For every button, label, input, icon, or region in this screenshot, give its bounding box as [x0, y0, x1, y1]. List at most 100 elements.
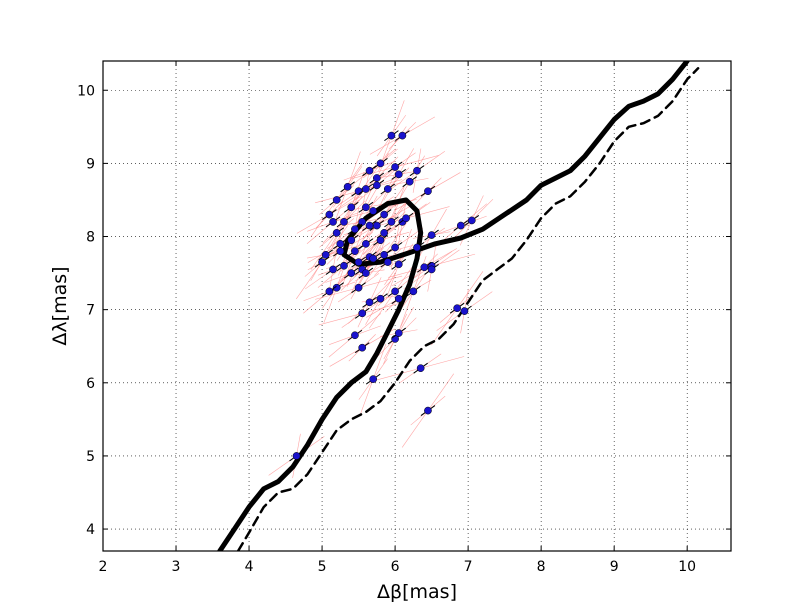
dashed-curve — [236, 67, 700, 551]
point-marker — [376, 294, 385, 303]
data-point — [289, 450, 304, 462]
point-marker — [427, 231, 436, 239]
dashed-curve-layer — [236, 67, 700, 551]
point-marker — [365, 166, 374, 175]
data-point — [384, 216, 399, 228]
data-point — [358, 183, 374, 195]
x-tick-label: 10 — [678, 559, 696, 575]
data-point — [325, 264, 341, 275]
data-point — [387, 161, 403, 173]
y-tick-label: 8 — [86, 230, 95, 246]
data-point — [395, 130, 410, 142]
point-marker — [416, 364, 425, 373]
point-marker — [394, 294, 403, 303]
point-marker — [362, 239, 370, 248]
point-marker — [369, 375, 378, 383]
point-marker — [372, 221, 381, 230]
point-marker — [369, 207, 378, 215]
y-tick-label: 6 — [86, 376, 95, 392]
data-point — [376, 227, 392, 239]
point-marker — [409, 287, 418, 296]
y-tick-label: 9 — [86, 156, 95, 172]
data-point — [314, 256, 330, 268]
data-point — [449, 302, 465, 314]
point-marker — [358, 309, 367, 318]
point-marker — [351, 331, 359, 340]
x-tick-label: 5 — [318, 559, 327, 575]
data-point — [336, 260, 352, 272]
data-point — [329, 194, 344, 206]
data-point — [402, 176, 417, 188]
y-tick-label: 4 — [86, 522, 95, 538]
data-point — [424, 229, 439, 241]
data-point — [318, 249, 334, 261]
y-tick-label: 7 — [86, 303, 95, 319]
point-marker — [365, 298, 374, 307]
point-marker — [387, 218, 396, 226]
y-axis-label: Δλ[mas] — [49, 266, 71, 345]
point-marker — [354, 283, 363, 292]
point-marker — [424, 187, 432, 196]
data-point — [343, 234, 359, 246]
data-point — [376, 249, 392, 261]
point-marker — [369, 254, 378, 263]
point-marker — [427, 265, 436, 274]
point-marker — [343, 182, 352, 191]
point-marker — [413, 243, 421, 252]
data-point — [391, 327, 407, 339]
data-point — [362, 296, 377, 308]
point-marker — [391, 243, 399, 252]
data-point — [373, 234, 388, 246]
point-marker — [336, 239, 345, 248]
point-marker — [354, 258, 363, 266]
data-point — [347, 223, 363, 235]
data-point — [340, 181, 355, 193]
point-marker — [329, 265, 337, 274]
point-marker — [351, 247, 359, 255]
data-point — [333, 245, 348, 257]
data-point — [391, 168, 407, 180]
data-point — [362, 220, 377, 231]
point-marker — [380, 210, 388, 219]
point-marker — [402, 214, 410, 223]
data-point — [365, 205, 381, 217]
data-point — [347, 329, 363, 341]
point-marker — [340, 261, 348, 270]
data-point — [322, 285, 337, 297]
x-tick-label: 9 — [610, 559, 619, 575]
point-marker — [460, 307, 469, 315]
x-tick-label: 2 — [99, 559, 108, 575]
point-marker — [398, 131, 407, 140]
data-point — [343, 267, 359, 279]
point-marker — [362, 203, 370, 212]
data-point — [398, 212, 414, 224]
point-marker — [332, 229, 341, 237]
point-marker — [347, 236, 356, 245]
data-point — [329, 227, 344, 239]
point-marker — [347, 269, 356, 277]
data-point — [343, 201, 359, 213]
ticks: 2 3 4 5 6 7 8 9 10 4 5 6 7 8 9 10 — [77, 61, 731, 575]
point-marker — [394, 170, 403, 179]
point-marker — [372, 181, 381, 190]
point-marker — [354, 187, 363, 196]
data-point — [358, 267, 374, 279]
point-marker — [321, 250, 330, 259]
data-point — [365, 253, 381, 264]
x-tick-label: 6 — [391, 559, 400, 575]
data-point — [453, 220, 469, 231]
point-marker — [372, 174, 381, 182]
point-marker — [380, 229, 388, 237]
point-marker — [318, 258, 326, 266]
point-marker — [394, 329, 403, 337]
data-point — [413, 362, 428, 374]
data-point — [464, 215, 480, 226]
data-point — [420, 405, 436, 416]
point-marker — [336, 247, 345, 255]
data-point — [424, 264, 439, 275]
point-marker — [453, 304, 462, 313]
point-marker — [347, 203, 356, 212]
data-point — [406, 285, 421, 297]
